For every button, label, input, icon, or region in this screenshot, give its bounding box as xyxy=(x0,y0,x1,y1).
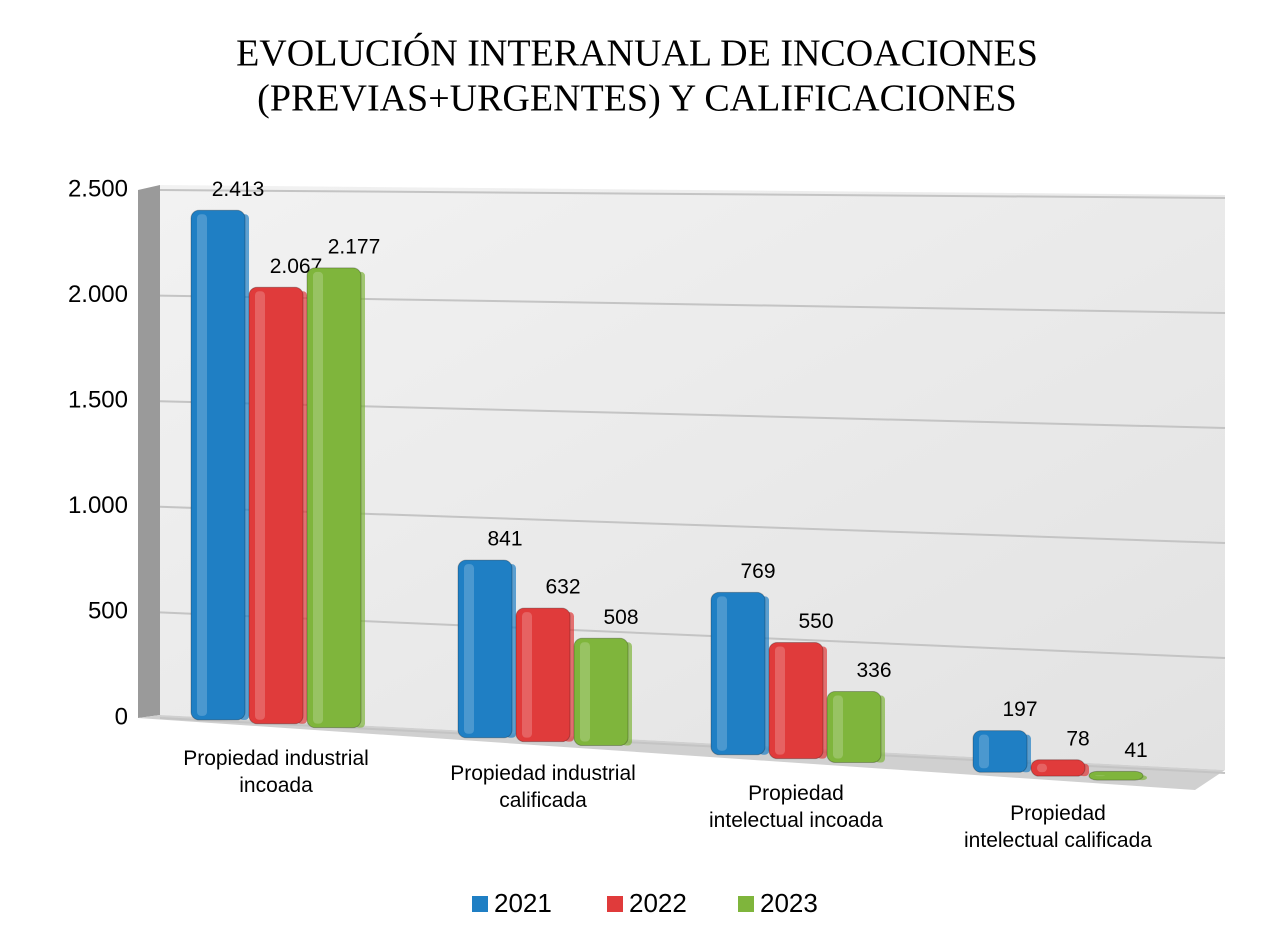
bar xyxy=(248,286,304,725)
bar-group xyxy=(710,591,769,756)
y-tick-label: 1.500 xyxy=(68,387,128,414)
x-tick-line: intelectual incoada xyxy=(709,809,883,832)
value-label: 78 xyxy=(1066,727,1089,750)
bar xyxy=(826,691,882,764)
legend-swatch xyxy=(472,896,488,912)
grid-line xyxy=(159,189,1226,199)
bar-group xyxy=(768,641,827,760)
value-label: 632 xyxy=(545,576,580,599)
value-label: 769 xyxy=(740,560,775,583)
value-label: 2.413 xyxy=(212,178,265,201)
legend-label: 2022 xyxy=(629,888,687,918)
x-tick-label: Propiedad intelectual calificada xyxy=(964,802,1152,852)
bar xyxy=(457,559,513,739)
x-tick-line: Propiedad xyxy=(1010,802,1106,825)
legend-label: 2021 xyxy=(494,888,552,918)
bar-highlight xyxy=(1095,775,1105,777)
y-tick-label: 0 xyxy=(115,703,128,730)
bar-group xyxy=(826,691,885,764)
bar-highlight xyxy=(775,646,785,755)
bar-group xyxy=(972,730,1031,773)
bar-highlight xyxy=(717,596,727,751)
value-label: 841 xyxy=(487,528,522,551)
bar xyxy=(710,591,766,756)
bar-group xyxy=(515,607,574,743)
bar xyxy=(1030,759,1086,777)
x-tick-label: Propiedad industrial calificada xyxy=(450,762,636,812)
x-tick-line: calificada xyxy=(499,789,587,812)
bar xyxy=(515,607,571,743)
value-label: 41 xyxy=(1124,739,1147,762)
y-tick-label: 2.500 xyxy=(68,175,128,202)
bar-highlight xyxy=(833,695,843,759)
bar-highlight xyxy=(522,612,532,738)
bar-highlight xyxy=(580,642,590,742)
value-label: 336 xyxy=(856,659,891,682)
x-tick-line: Propiedad industrial xyxy=(450,762,636,785)
y-tick-label: 500 xyxy=(88,598,128,625)
bar-group xyxy=(1030,759,1089,777)
x-tick-line: Propiedad industrial xyxy=(183,747,369,770)
bar-highlight xyxy=(255,291,265,720)
side-wall xyxy=(138,185,160,718)
legend-label: 2023 xyxy=(760,888,818,918)
legend-swatch xyxy=(738,896,754,912)
bar-highlight xyxy=(197,214,207,716)
x-tick-line: incoada xyxy=(239,774,313,797)
bar xyxy=(1088,770,1144,781)
bar-group xyxy=(457,559,516,739)
bar-group xyxy=(1088,770,1147,781)
chart-title: EVOLUCIÓN INTERANUAL DE INCOACIONES xyxy=(236,33,1038,75)
bar xyxy=(190,209,246,721)
y-tick-label: 1.000 xyxy=(68,492,128,519)
bar-group xyxy=(248,286,307,725)
value-label: 197 xyxy=(1002,698,1037,721)
x-tick-label: Propiedad intelectual incoada xyxy=(709,782,883,832)
value-label: 2.177 xyxy=(328,235,381,258)
bar-group xyxy=(306,267,365,729)
value-label: 508 xyxy=(603,606,638,629)
x-tick-line: intelectual calificada xyxy=(964,829,1152,852)
bar-highlight xyxy=(979,734,989,769)
y-tick-label: 2.000 xyxy=(68,281,128,308)
bar-highlight xyxy=(1037,763,1047,773)
x-tick-label: Propiedad industrial incoada xyxy=(183,747,369,797)
bar xyxy=(972,730,1028,773)
bar-highlight xyxy=(313,271,323,724)
bar xyxy=(573,637,629,747)
chart-title: (PREVIAS+URGENTES) Y CALIFICACIONES xyxy=(257,78,1017,120)
legend-swatch xyxy=(607,896,623,912)
x-tick-line: Propiedad xyxy=(748,782,844,805)
bar xyxy=(768,641,824,760)
value-label: 550 xyxy=(798,610,833,633)
floor xyxy=(138,715,1225,790)
bar-group xyxy=(573,637,632,747)
bar-highlight xyxy=(464,564,474,734)
bar xyxy=(306,267,362,729)
bar-group xyxy=(190,209,249,721)
